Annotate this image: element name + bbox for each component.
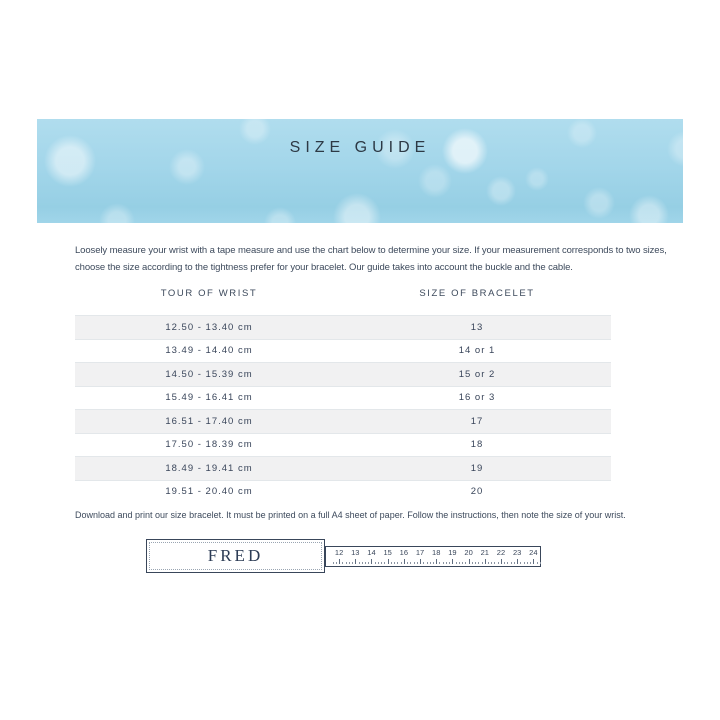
wrist-cell: 14.50 - 15.39 cm [165, 368, 253, 380]
ruler-mark-12: 12 [331, 547, 347, 566]
fred-logo: FRED [207, 546, 264, 565]
table-row: 15.49 - 16.41 cm 16 or 3 [75, 385, 611, 410]
size-guide-banner: SIZE GUIDE [37, 119, 683, 223]
size-cell: 14 or 1 [458, 345, 496, 357]
ruler-mark-22: 22 [493, 547, 509, 566]
table-row: 14.50 - 15.39 cm 15 or 2 [75, 362, 611, 386]
table-row: 16.51 - 17.40 cm 17 [75, 409, 611, 433]
size-cell: 13 [470, 321, 484, 333]
wrist-cell: 17.50 - 18.39 cm [165, 439, 253, 451]
ruler-mark-23: 23 [509, 547, 525, 566]
table-row: 18.49 - 19.41 cm 19 [75, 456, 611, 480]
wrist-cell: 19.51 - 20.40 cm [165, 486, 253, 498]
ruler-mark-24: 24 [525, 547, 541, 566]
size-table-header: TOUR OF WRIST SIZE OF BRACELET [75, 288, 611, 315]
size-cell: 16 or 3 [458, 392, 496, 404]
intro-line-2: choose the size according to the tightne… [75, 262, 573, 273]
table-row: 17.50 - 18.39 cm 18 [75, 432, 611, 457]
ruler-mark-14: 14 [363, 547, 379, 566]
wrist-cell: 18.49 - 19.41 cm [165, 462, 253, 474]
table-row: 12.50 - 13.40 cm 13 [75, 315, 611, 339]
size-table: TOUR OF WRIST SIZE OF BRACELET 12.50 - 1… [75, 288, 611, 503]
wrist-cell: 15.49 - 16.41 cm [165, 392, 253, 404]
ruler-mark-13: 13 [347, 547, 363, 566]
ruler-mark-21: 21 [477, 547, 493, 566]
ruler-mark-17: 17 [412, 547, 428, 566]
size-cell: 15 or 2 [458, 368, 496, 380]
ruler-mark-16: 16 [396, 547, 412, 566]
table-row: 13.49 - 14.40 cm 14 or 1 [75, 338, 611, 363]
size-cell: 18 [470, 439, 484, 451]
ruler-mark-20: 20 [461, 547, 477, 566]
fred-logo-box: FRED [146, 539, 325, 573]
ruler-mark-15: 15 [380, 547, 396, 566]
intro-line-1: Loosely measure your wrist with a tape m… [75, 245, 667, 256]
column-header-wrist: TOUR OF WRIST [160, 288, 258, 299]
size-cell: 17 [470, 415, 484, 427]
wrist-cell: 12.50 - 13.40 cm [165, 321, 253, 333]
ruler-strip: 12 13 14 15 16 17 18 19 20 21 22 23 24 [325, 546, 541, 567]
fred-box-dotted-border [149, 542, 322, 570]
wrist-cell: 16.51 - 17.40 cm [165, 415, 253, 427]
page-title: SIZE GUIDE [289, 139, 431, 156]
print-instructions-text: Download and print our size bracelet. It… [75, 510, 626, 520]
size-cell: 20 [470, 486, 484, 498]
table-row: 19.51 - 20.40 cm 20 [75, 479, 611, 504]
size-cell: 19 [470, 462, 484, 474]
wrist-cell: 13.49 - 14.40 cm [165, 345, 253, 357]
intro-text: Loosely measure your wrist with a tape m… [75, 242, 667, 276]
size-table-body: 12.50 - 13.40 cm 13 13.49 - 14.40 cm 14 … [75, 315, 611, 503]
ruler-mark-19: 19 [444, 547, 460, 566]
ruler-mark-18: 18 [428, 547, 444, 566]
column-header-size: SIZE OF BRACELET [419, 288, 535, 299]
